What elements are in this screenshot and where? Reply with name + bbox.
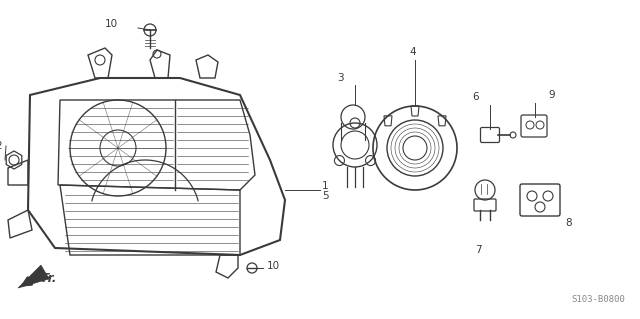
Text: 2: 2: [0, 141, 2, 151]
Text: 4: 4: [410, 47, 416, 57]
Text: 7: 7: [475, 245, 481, 255]
Text: 8: 8: [565, 218, 572, 228]
Text: S103-B0800: S103-B0800: [572, 295, 625, 304]
Text: 1: 1: [322, 181, 328, 191]
Polygon shape: [18, 265, 49, 288]
Text: 9: 9: [548, 90, 555, 100]
Text: 10: 10: [105, 19, 118, 29]
Text: 10: 10: [267, 261, 280, 271]
Text: Fr.: Fr.: [42, 271, 58, 285]
Text: 3: 3: [337, 73, 344, 83]
Text: 6: 6: [472, 92, 479, 102]
Text: 5: 5: [322, 191, 328, 201]
